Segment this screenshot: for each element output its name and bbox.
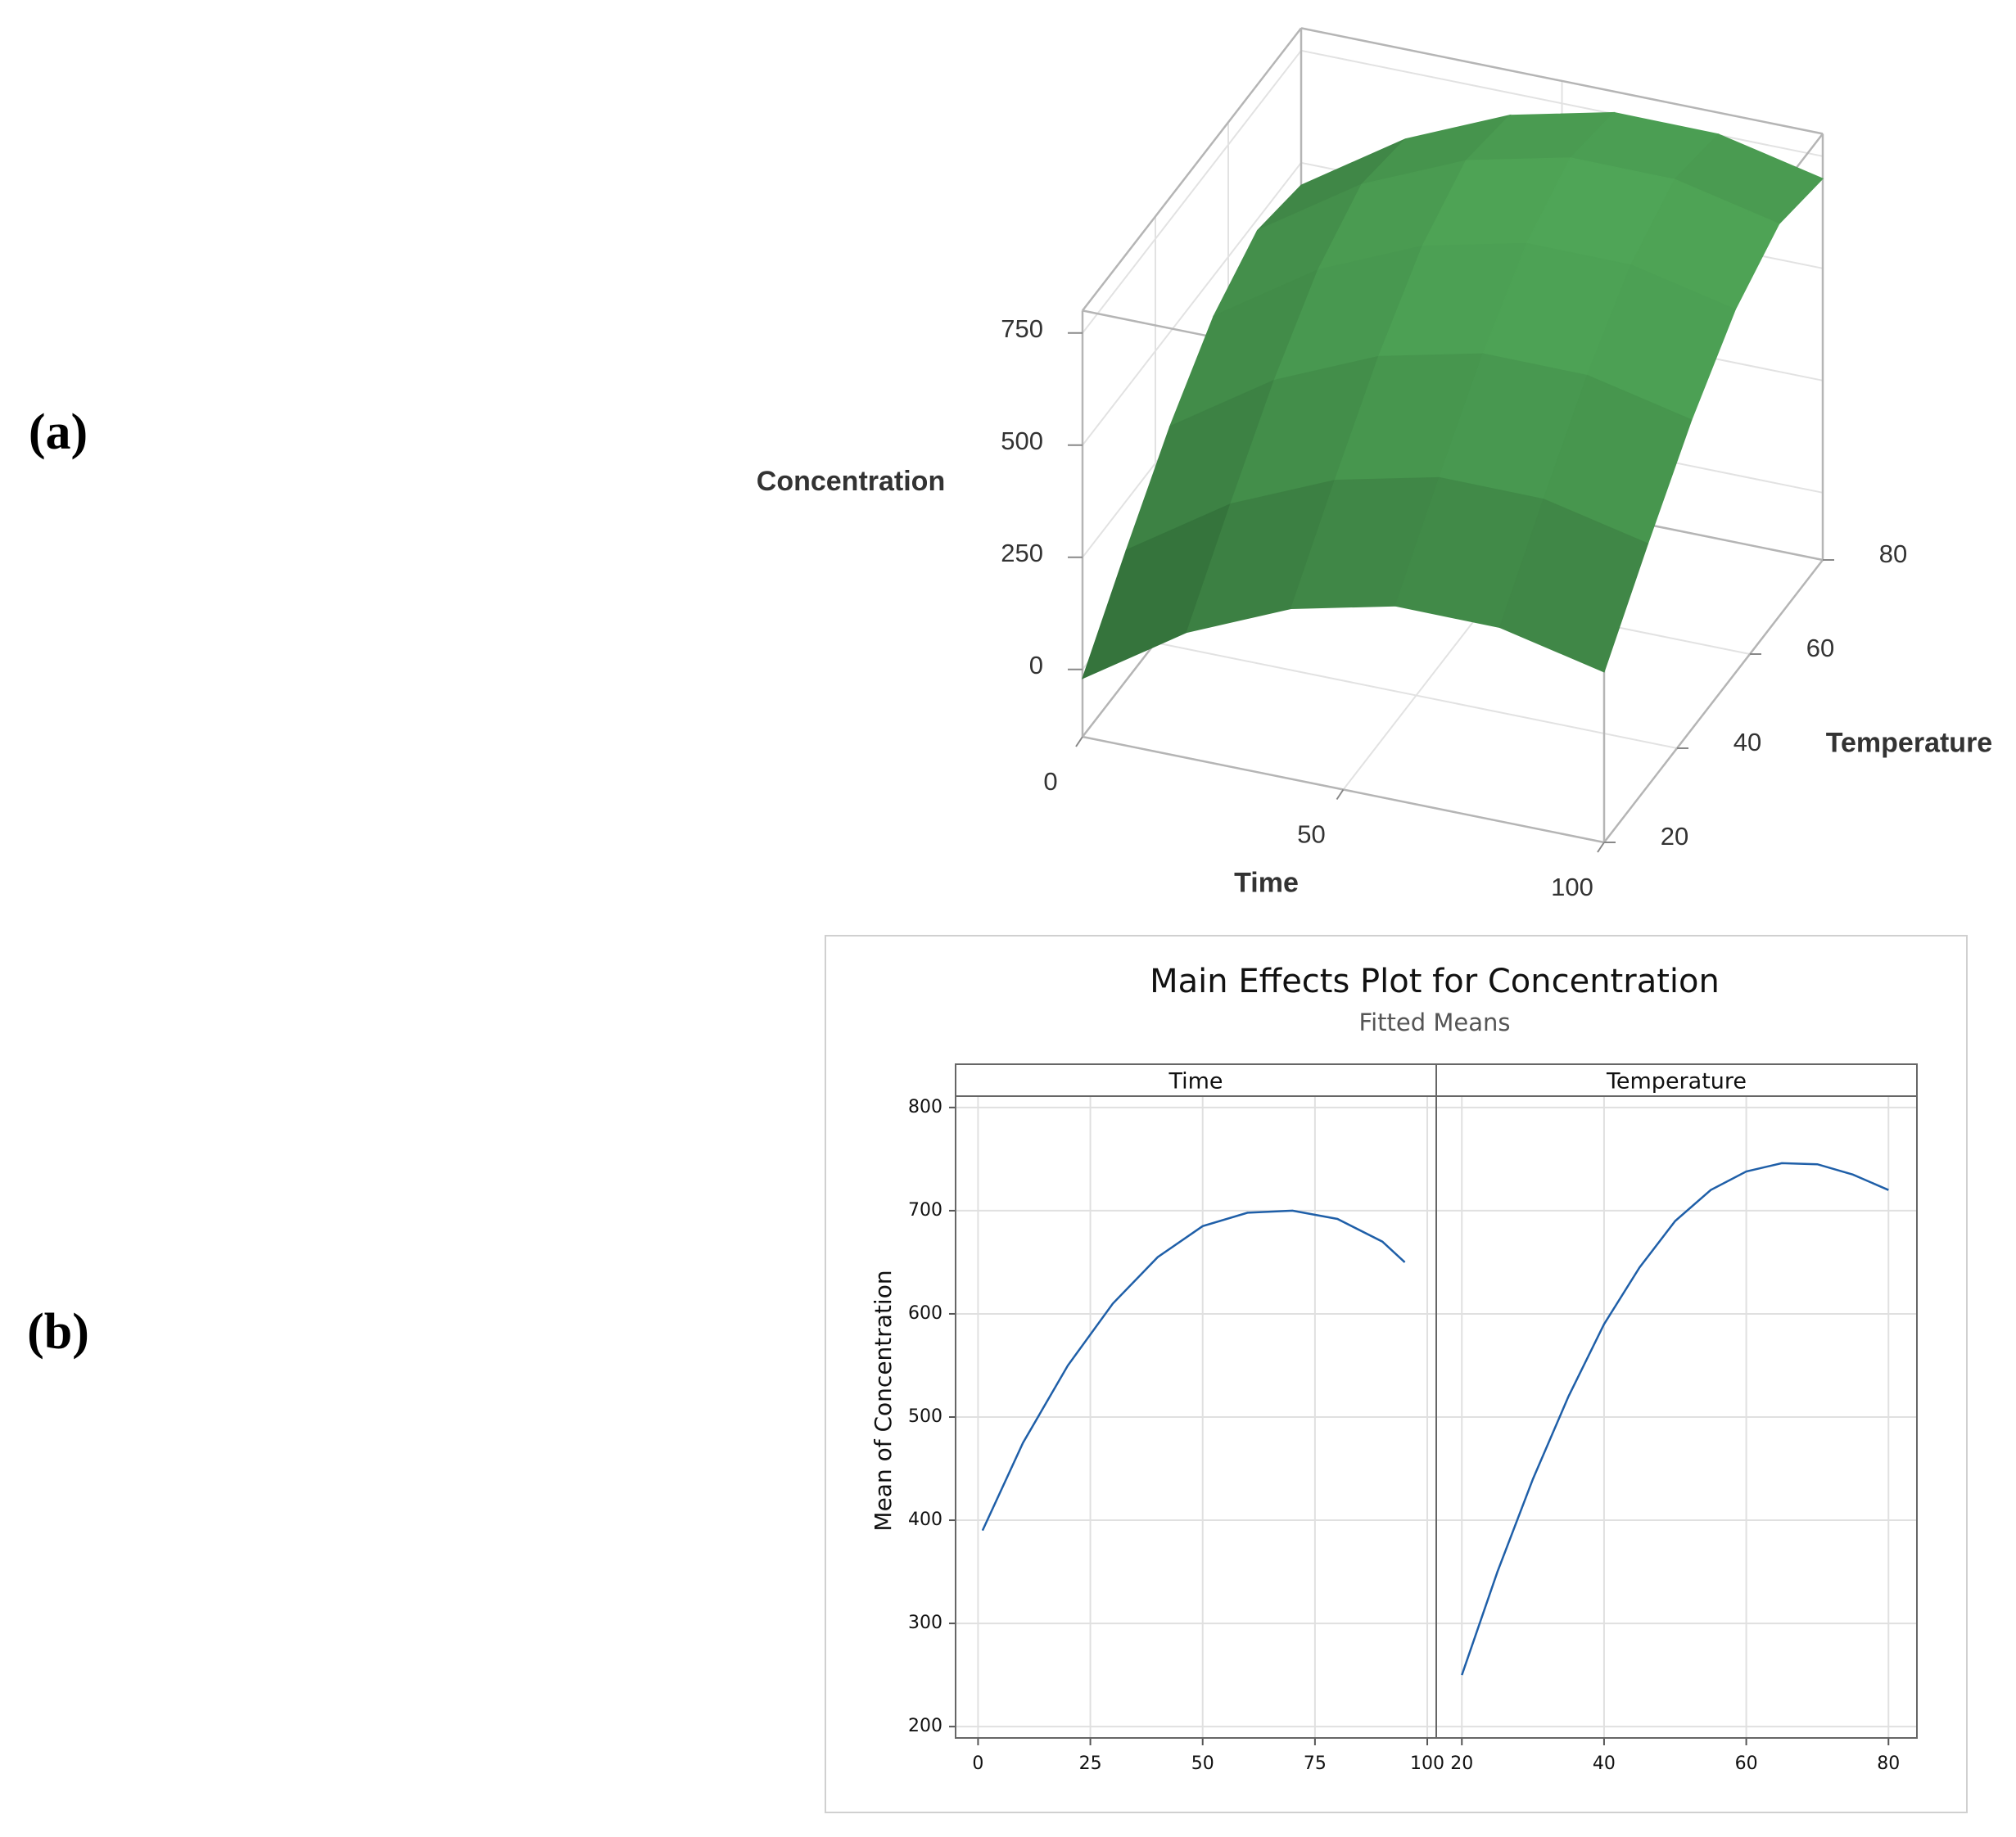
panel-name: Temperature: [1606, 1069, 1747, 1095]
tick-mark: [1075, 736, 1083, 747]
panel-label: (b): [27, 1304, 89, 1360]
effect-line: [1461, 1162, 1889, 1676]
panel-name: Time: [1168, 1069, 1223, 1095]
x-tick-label: 25: [1079, 1754, 1102, 1774]
box-edge: [1603, 559, 1824, 843]
x-tick-label: 20: [1450, 1754, 1473, 1774]
y-tick-label: 300: [908, 1613, 942, 1633]
surface-cell: [1498, 498, 1649, 673]
y-tick-label: 20: [1661, 822, 1688, 851]
grid-line: [1155, 642, 1678, 749]
tick-mark: [1597, 842, 1605, 853]
y-tick-label: 40: [1733, 728, 1761, 756]
x-tick-label: 75: [1304, 1754, 1327, 1774]
grid-line: [1082, 162, 1302, 446]
y-tick-label: 600: [908, 1303, 942, 1324]
z-axis-label: Concentration: [757, 466, 945, 497]
x-tick-label: 40: [1593, 1754, 1616, 1774]
x-axis-label: Time: [1234, 867, 1299, 898]
panel-strip: [955, 1063, 1437, 1097]
x-tick-label: 100: [1551, 873, 1593, 901]
y-tick-label: 200: [908, 1716, 942, 1736]
x-tick-label: 100: [1410, 1754, 1444, 1774]
box-edge: [1082, 27, 1302, 312]
grid-line: [1082, 50, 1302, 334]
x-tick-label: 0: [972, 1754, 983, 1774]
x-tick-label: 0: [1043, 767, 1057, 796]
box-edge: [1300, 27, 1824, 135]
y-tick-label: 60: [1806, 634, 1834, 662]
z-tick-label: 500: [1001, 427, 1043, 455]
panel-label: (a): [29, 404, 88, 460]
y-tick-label: 500: [908, 1406, 942, 1427]
x-tick-label: 50: [1297, 820, 1325, 849]
tick-mark: [1336, 788, 1345, 801]
y-tick-label: 700: [908, 1200, 942, 1221]
y-tick-label: 800: [908, 1097, 942, 1117]
chart-subtitle: Fitted Means: [1359, 1009, 1511, 1036]
x-tick-label: 50: [1191, 1754, 1214, 1774]
y-tick-label: 400: [908, 1510, 942, 1530]
z-tick-label: 0: [1029, 651, 1043, 679]
z-tick-label: 250: [1001, 539, 1043, 567]
y-axis-label: Mean of Concentration: [870, 1270, 897, 1531]
y-tick-label: 80: [1879, 539, 1907, 568]
z-tick-label: 750: [1001, 314, 1043, 343]
effect-line: [981, 1209, 1406, 1532]
chart-title: Main Effects Plot for Concentration: [1150, 963, 1720, 1000]
x-tick-label: 60: [1735, 1754, 1758, 1774]
x-tick-label: 80: [1877, 1754, 1900, 1774]
panel-strip: [1435, 1063, 1918, 1097]
y-axis-label: Temperature: [1826, 727, 1992, 758]
